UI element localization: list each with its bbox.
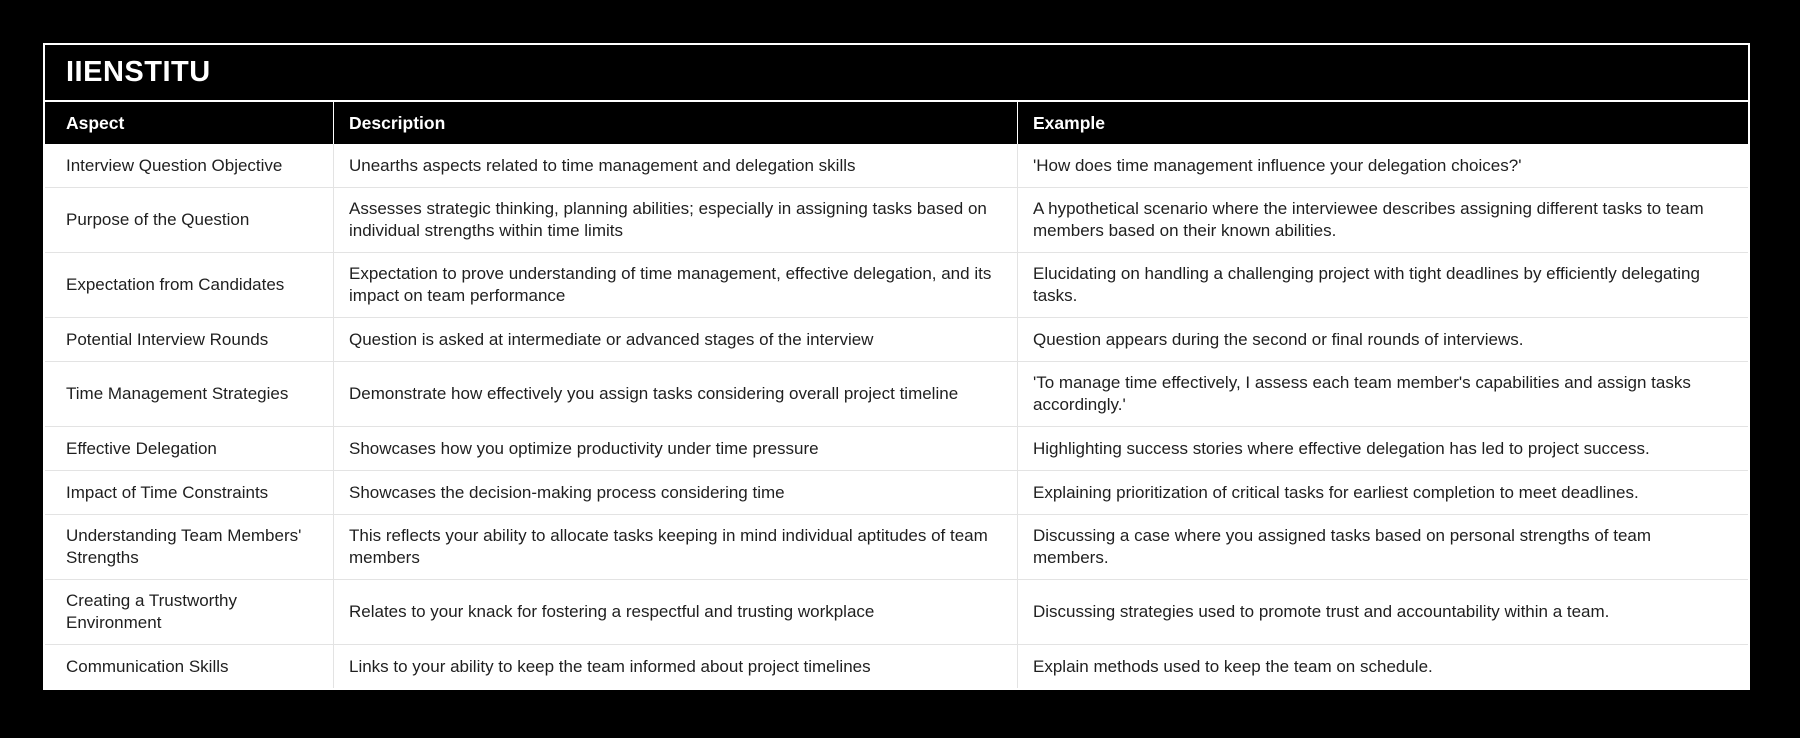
cell-description: Showcases the decision-making process co… xyxy=(333,471,1017,514)
cell-example: A hypothetical scenario where the interv… xyxy=(1017,188,1748,252)
table-header-row: Aspect Description Example xyxy=(45,102,1748,144)
table-row: Effective Delegation Showcases how you o… xyxy=(45,426,1748,470)
cell-aspect: Time Management Strategies xyxy=(66,384,289,403)
table-row: Interview Question Objective Unearths as… xyxy=(45,144,1748,187)
cell-aspect: Purpose of the Question xyxy=(66,210,250,229)
cell-description: This reflects your ability to allocate t… xyxy=(333,515,1017,579)
brand-title: IIENSTITU xyxy=(66,56,211,88)
cell-aspect: Communication Skills xyxy=(66,656,229,676)
cell-aspect: Creating a Trustworthy Environment xyxy=(66,591,238,632)
cell-aspect: Potential Interview Rounds xyxy=(66,329,269,349)
cell-example: Elucidating on handling a challenging pr… xyxy=(1017,253,1748,317)
table-row: Expectation from Candidates Expectation … xyxy=(45,252,1748,317)
cell-description: Unearths aspects related to time managem… xyxy=(333,144,1017,187)
table-title-bar: IIENSTITU xyxy=(45,45,1748,102)
table-row: Communication Skills Links to your abili… xyxy=(45,644,1748,688)
cell-example: Discussing strategies used to promote tr… xyxy=(1017,580,1748,644)
content-table-panel: IIENSTITU Aspect Description Example Int… xyxy=(43,43,1750,690)
cell-description: Demonstrate how effectively you assign t… xyxy=(333,362,1017,426)
table-row: Impact of Time Constraints Showcases the… xyxy=(45,470,1748,514)
cell-description: Links to your ability to keep the team i… xyxy=(333,645,1017,688)
cell-aspect: Impact of Time Constraints xyxy=(66,482,269,502)
cell-description: Relates to your knack for fostering a re… xyxy=(333,580,1017,644)
cell-aspect: Effective Delegation xyxy=(66,438,217,458)
cell-aspect: Interview Question Objective xyxy=(66,155,283,175)
cell-example: 'To manage time effectively, I assess ea… xyxy=(1017,362,1748,426)
cell-example: Highlighting success stories where effec… xyxy=(1017,427,1748,470)
table-row: Potential Interview Rounds Question is a… xyxy=(45,317,1748,361)
cell-example: Explain methods used to keep the team on… xyxy=(1017,645,1748,688)
cell-description: Expectation to prove understanding of ti… xyxy=(333,253,1017,317)
table-row: Time Management Strategies Demonstrate h… xyxy=(45,361,1748,426)
table-row: Purpose of the Question Assesses strateg… xyxy=(45,187,1748,252)
cell-example: Discussing a case where you assigned tas… xyxy=(1017,515,1748,579)
table-body: Interview Question Objective Unearths as… xyxy=(45,144,1748,688)
column-header-description: Description xyxy=(333,102,1017,144)
cell-description: Showcases how you optimize productivity … xyxy=(333,427,1017,470)
cell-example: Question appears during the second or fi… xyxy=(1017,318,1748,361)
cell-description: Question is asked at intermediate or adv… xyxy=(333,318,1017,361)
cell-aspect: Understanding Team Members' Strengths xyxy=(66,526,302,567)
cell-example: Explaining prioritization of critical ta… xyxy=(1017,471,1748,514)
column-header-example: Example xyxy=(1017,102,1748,144)
cell-description: Assesses strategic thinking, planning ab… xyxy=(333,188,1017,252)
column-header-aspect: Aspect xyxy=(66,112,125,133)
cell-example: 'How does time management influence your… xyxy=(1017,144,1748,187)
table-row: Understanding Team Members' Strengths Th… xyxy=(45,514,1748,579)
table-row: Creating a Trustworthy Environment Relat… xyxy=(45,579,1748,644)
cell-aspect: Expectation from Candidates xyxy=(66,275,285,294)
